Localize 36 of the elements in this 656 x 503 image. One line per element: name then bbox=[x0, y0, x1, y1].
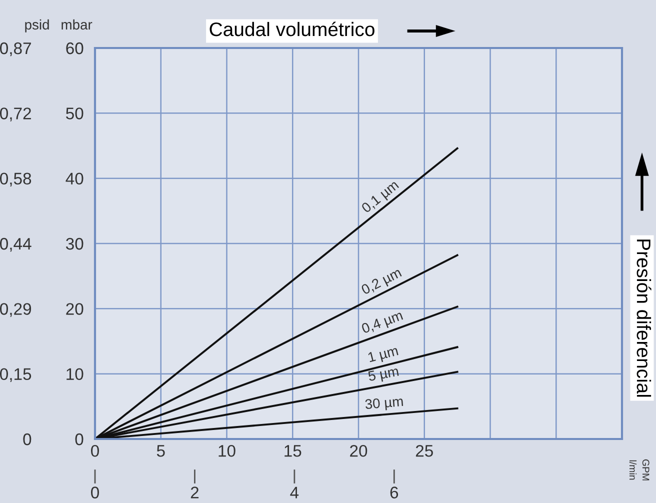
x-tick-label: 20 bbox=[350, 444, 368, 457]
y-tick-label: 30 bbox=[66, 238, 84, 250]
y-axis-title: mbar bbox=[62, 19, 92, 30]
y-tick-label: 10 bbox=[66, 368, 84, 380]
x2-tick-label: 0 bbox=[91, 486, 99, 498]
y-tick-label: 60 bbox=[66, 42, 84, 54]
y-tick-label: 20 bbox=[66, 303, 84, 315]
y-tick-label: 50 bbox=[66, 108, 84, 120]
y2-tick-label: 0,58 bbox=[0, 172, 32, 187]
y2-axis-title: psid bbox=[25, 19, 49, 32]
x-tick-label: 5 bbox=[156, 445, 165, 457]
x-tick-label: 10 bbox=[218, 444, 236, 457]
x2-tick-label: 2 bbox=[190, 486, 199, 498]
x2-tick-label: 4 bbox=[290, 486, 299, 498]
y2-tick-label: 0,87 bbox=[0, 42, 31, 56]
text: l/min bbox=[629, 460, 637, 480]
series-label: 30 µm bbox=[364, 396, 404, 412]
y2-tick-label: 0 bbox=[23, 433, 32, 446]
text: 0,4 µm bbox=[360, 310, 404, 336]
x-tick-label: 15 bbox=[284, 445, 302, 457]
y2-tick-label: 0,72 bbox=[0, 108, 31, 122]
y2-tick-label: 0,44 bbox=[0, 238, 32, 252]
chart-title: Caudal volumétrico bbox=[210, 22, 374, 36]
x2-tick-label: 6 bbox=[390, 486, 398, 498]
text: 1 µm bbox=[368, 346, 400, 365]
text: 0,1 µm bbox=[360, 180, 401, 216]
text: 0,2 µm bbox=[360, 267, 404, 298]
y2-tick-label: 0,29 bbox=[0, 303, 32, 317]
text: GPM bbox=[642, 459, 650, 480]
text: Presión diferencial bbox=[636, 240, 652, 397]
x-tick-label: 25 bbox=[416, 444, 433, 457]
y-tick-label: 40 bbox=[66, 172, 84, 185]
text: 5 µm bbox=[368, 366, 400, 384]
y-tick-label: 0 bbox=[75, 433, 84, 446]
x-tick-label: 0 bbox=[91, 444, 99, 457]
y2-tick-label: 0,15 bbox=[0, 368, 32, 382]
